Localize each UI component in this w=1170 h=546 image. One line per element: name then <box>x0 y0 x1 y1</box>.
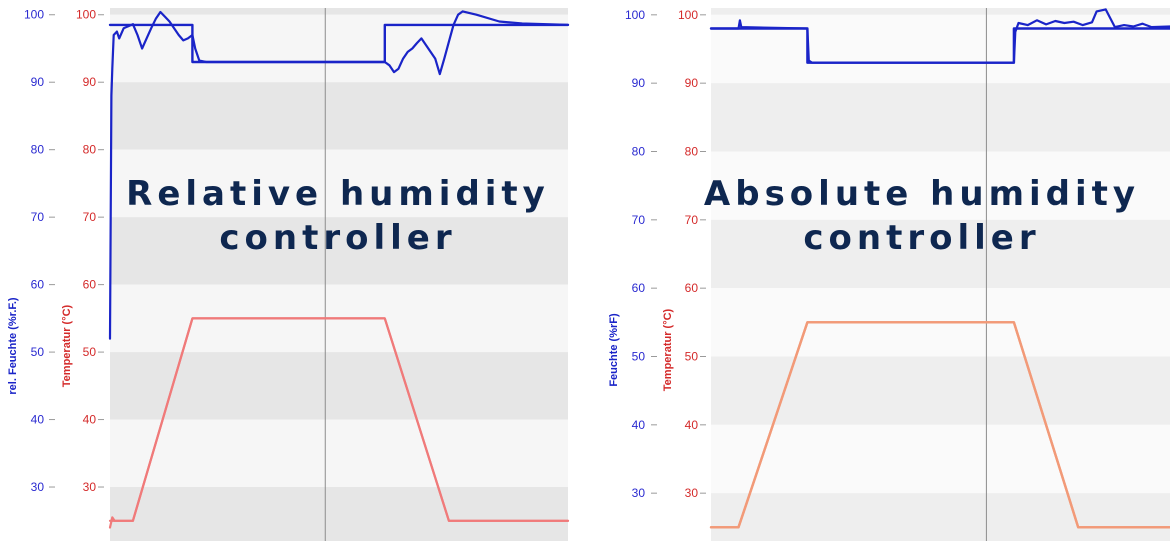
temperature-tick-label: 90 <box>685 76 699 90</box>
overlay-title-line1: Absolute humidity <box>704 174 1140 214</box>
plot-bands <box>711 8 1170 541</box>
plot-band <box>110 149 568 218</box>
plot-bands <box>110 8 568 541</box>
humidity-tick-label: 40 <box>632 418 646 432</box>
absolute-humidity-panel: 100 90 80 70 60 50 40 30 100 90 80 70 60 50 40 30 Feuch… <box>602 0 1170 541</box>
overlay-title-line1: Relative humidity <box>126 174 550 214</box>
humidity-tick-label: 30 <box>31 480 45 494</box>
humidity-tick-label: 80 <box>632 145 646 159</box>
temperature-tick-label: 80 <box>83 143 97 157</box>
plot-band <box>110 217 568 285</box>
temperature-tick-label: 80 <box>685 145 699 159</box>
humidity-tick-label: 100 <box>625 8 645 22</box>
humidity-tick-label: 100 <box>24 8 44 22</box>
plot-band <box>110 352 568 420</box>
temperature-tick-label: 40 <box>83 413 97 427</box>
temperature-tick-label: 70 <box>685 213 699 227</box>
plot-band <box>711 356 1170 425</box>
temperature-tick-label: 30 <box>83 480 97 494</box>
temperature-tick-label: 100 <box>76 8 96 22</box>
plot-band <box>110 82 568 150</box>
plot-band <box>110 419 568 488</box>
temperature-tick-label: 70 <box>83 210 97 224</box>
temperature-tick-label: 60 <box>685 281 699 295</box>
plot-band <box>711 424 1170 494</box>
plot-band <box>711 14 1170 84</box>
temperature-tick-label: 100 <box>678 8 698 22</box>
humidity-axis-title: Feuchte (%rF) <box>608 313 620 387</box>
humidity-tick-label: 90 <box>31 75 45 89</box>
humidity-actual-line <box>709 8 1170 64</box>
humidity-tick-label: 50 <box>31 345 45 359</box>
temperature-tick-label: 50 <box>685 350 699 364</box>
humidity-tick-label: 70 <box>632 213 646 227</box>
temperature-tick-label: 40 <box>685 418 699 432</box>
humidity-tick-label: 90 <box>632 76 646 90</box>
plot-band <box>711 83 1170 152</box>
temperature-tick-label: 90 <box>83 75 97 89</box>
humidity-tick-label: 50 <box>632 350 646 364</box>
overlay-title-line2: controller <box>803 218 1040 258</box>
y-axis-ticks: 100 90 80 70 60 50 40 30 100 90 80 70 60 50 40 30 <box>24 8 104 494</box>
plot-band <box>711 493 1170 541</box>
temperature-tick-label: 30 <box>685 486 699 500</box>
humidity-tick-label: 40 <box>31 413 45 427</box>
temperature-axis-title: Temperatur (°C) <box>61 304 73 387</box>
humidity-axis-title: rel. Feuchte (%r.F.) <box>7 297 19 395</box>
plot-band <box>110 8 568 15</box>
relative-humidity-panel: 100 90 80 70 60 50 40 30 100 90 80 70 60 50 40 30 rel. … <box>0 0 570 541</box>
humidity-actual-line <box>108 10 570 340</box>
plot-band <box>711 151 1170 220</box>
temperature-tick-label: 60 <box>83 278 97 292</box>
temperature-actual-line <box>108 317 570 529</box>
humidity-tick-label: 30 <box>632 486 646 500</box>
temperature-axis-title: Temperatur (°C) <box>662 308 674 391</box>
temperature-actual-line <box>709 321 1170 529</box>
y-axis-ticks: 100 90 80 70 60 50 40 30 100 90 80 70 60 50 40 30 <box>625 8 706 500</box>
temperature-tick-label: 50 <box>83 345 97 359</box>
series-lines <box>709 8 1170 529</box>
plot-band <box>711 8 1170 15</box>
humidity-tick-label: 80 <box>31 143 45 157</box>
series-lines <box>108 10 570 529</box>
humidity-tick-label: 70 <box>31 210 45 224</box>
overlay-title-line2: controller <box>219 218 456 258</box>
plot-band <box>711 219 1170 289</box>
humidity-tick-label: 60 <box>31 278 45 292</box>
humidity-tick-label: 60 <box>632 281 646 295</box>
plot-band <box>110 487 568 541</box>
